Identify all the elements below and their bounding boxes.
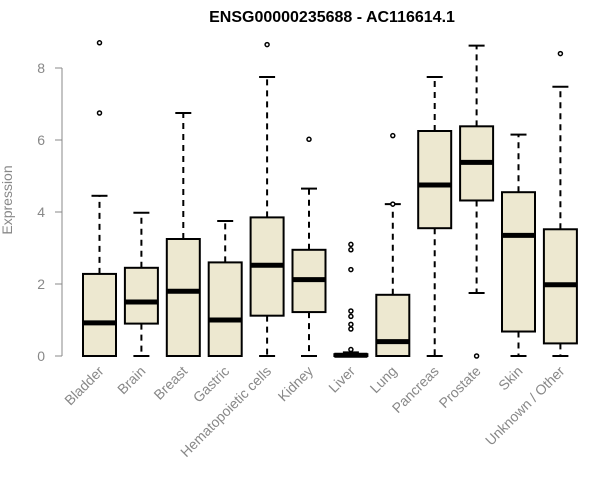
x-category-label: Pancreas [389,363,442,416]
x-category-label: Prostate [436,363,484,411]
outlier-point [264,41,270,48]
boxes-layer [82,40,578,359]
outlier-point [348,266,354,273]
outlier-point [348,247,354,253]
box-group [417,76,453,357]
y-tick-label: 4 [37,204,45,220]
box-group [165,112,201,357]
outlier-point [473,353,480,359]
outlier-point [348,326,354,332]
box-iqr [375,293,411,357]
outlier-point [348,241,354,248]
chart-title: ENSG00000235688 - AC116614.1 [209,9,455,26]
outlier-point [348,321,354,328]
box-iqr [82,272,117,358]
y-tick-label: 0 [37,348,45,364]
outlier-point [390,201,396,207]
y-axis-label: Expression [0,165,15,234]
x-category-label: Skin [495,363,526,394]
box-group [459,44,495,359]
outlier-point [306,136,312,143]
outlier-point [96,110,103,116]
box-group [501,133,536,357]
outlier-point [390,132,396,139]
x-category-label: Brain [114,363,148,397]
outlier-point [348,313,354,320]
box-iqr [207,261,243,357]
box-group [291,136,327,357]
x-category-label: Unknown / Other [482,363,568,449]
box-iqr [123,266,159,325]
outlier-point [96,40,103,46]
box-group [333,241,369,358]
box-group [375,132,411,357]
y-axis: 0 2 4 6 8 [37,60,63,364]
x-category-label: Kidney [275,363,317,405]
box-group [542,50,578,357]
box-iqr [417,130,453,230]
box-iqr [501,191,536,333]
box-group [123,211,159,357]
x-category-label: Bladder [61,363,107,409]
box-group [249,41,285,357]
y-tick-label: 6 [37,132,45,148]
x-category-label: Lung [367,363,400,396]
box-group [82,40,117,358]
box-iqr [165,238,201,357]
box-group [207,220,243,357]
outlier-point [348,308,354,314]
outlier-point [348,346,354,353]
y-tick-label: 2 [37,276,45,292]
x-category-label: Liver [325,363,358,396]
outlier-point [557,50,564,57]
x-category-label: Breast [150,363,190,403]
y-tick-label: 8 [37,60,45,76]
